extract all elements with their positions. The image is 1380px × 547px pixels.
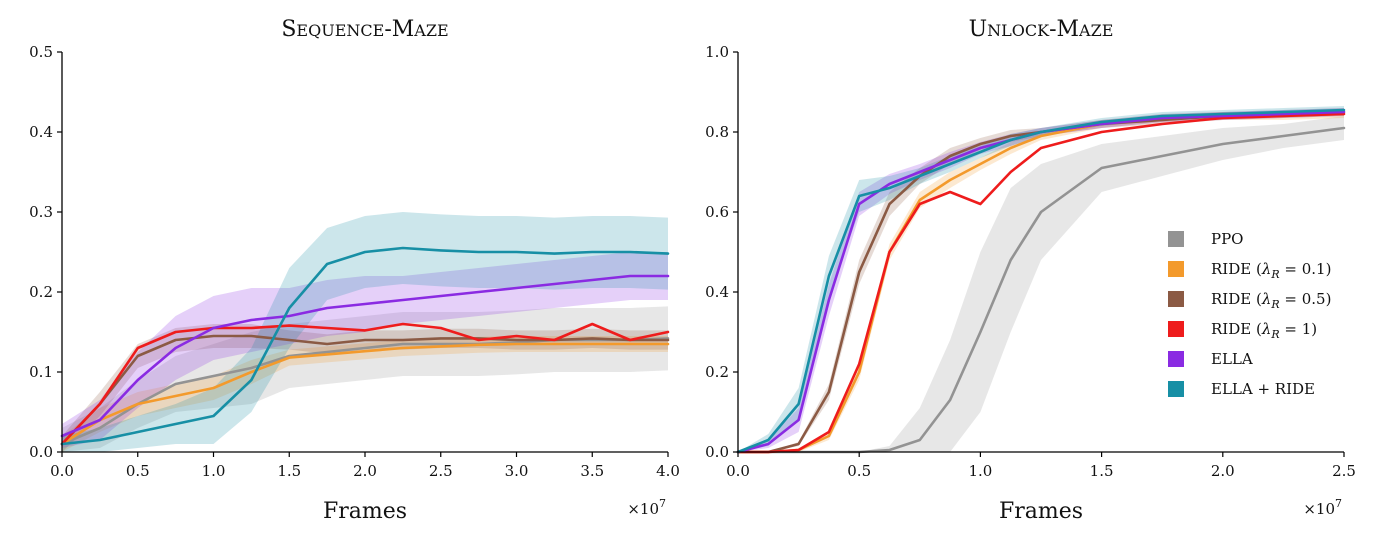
chart-sequence-maze: SEQUENCE-MAZE 0.0 0.5 1.0 1.5 2.0 2.5 3.0 3.5 4.0… [29, 17, 680, 524]
x-axis-label: Frames [323, 499, 407, 524]
line-ride-lambda-0-5 [60, 334, 670, 446]
y-tick-label: 0.8 [705, 123, 729, 141]
x-tick-label: 0.0 [726, 462, 750, 480]
series-lines [60, 246, 670, 446]
y-tick-label: 1.0 [705, 43, 729, 61]
x-tick-label: 4.0 [656, 462, 680, 480]
y-tick-label: 0.6 [705, 203, 729, 221]
band-ppo [738, 116, 1344, 452]
line-ride-lambda-1 [60, 322, 670, 446]
legend-swatch-ppo [1168, 231, 1184, 247]
y-tick-label: 0.4 [705, 283, 729, 301]
x-tick-label: 1.0 [968, 462, 992, 480]
legend-label-ride-lambda-1: RIDE (λR = 1) [1211, 320, 1317, 341]
y-tick-label: 0.5 [29, 43, 53, 61]
x-tick-label: 3.5 [580, 462, 604, 480]
band-ella [62, 252, 668, 448]
x-tick-label: 1.5 [277, 462, 301, 480]
x-tick-label: 0.5 [847, 462, 871, 480]
series-lines [736, 108, 1346, 454]
x-tick-label: 2.5 [429, 462, 453, 480]
y-tick-label: 0.0 [705, 443, 729, 461]
x-tick-label: 0.5 [126, 462, 150, 480]
x-tick-label: 1.5 [1090, 462, 1114, 480]
confidence-bands [62, 212, 668, 452]
band-ride-lambda-0-5 [738, 108, 1344, 452]
x-tick-label: 2.5 [1332, 462, 1356, 480]
legend-label-ride-lambda-0-5: RIDE (λR = 0.5) [1211, 290, 1331, 311]
line-ride-lambda-1 [736, 112, 1346, 454]
line-ella-ride [736, 108, 1346, 454]
legend-swatch-ride-lambda-0-5 [1168, 291, 1184, 307]
x-axis-multiplier: ×107 [1303, 497, 1342, 518]
chart-unlock-maze: UNLOCK-MAZE 0.0 0.5 1.0 1.5 2.0 2.5 0.0 0.2 0.4 0.… [705, 17, 1356, 524]
band-ella-ride [62, 212, 668, 452]
legend-swatch-ride-lambda-0-1 [1168, 261, 1184, 277]
y-tick-label: 0.0 [29, 443, 53, 461]
y-tick-label: 0.1 [29, 363, 53, 381]
x-tick-label: 2.0 [1211, 462, 1235, 480]
y-tick-label: 0.4 [29, 123, 53, 141]
confidence-bands [738, 106, 1344, 452]
band-ella-ride [738, 106, 1344, 452]
band-ella [738, 108, 1344, 452]
x-axis-multiplier: ×107 [627, 497, 666, 518]
band-ride-lambda-0-5 [62, 324, 668, 452]
legend-label-ride-lambda-0-1: RIDE (λR = 0.1) [1211, 260, 1331, 281]
y-tick-label: 0.2 [705, 363, 729, 381]
x-tick-label: 3.0 [505, 462, 529, 480]
legend-swatch-ella-ride [1168, 381, 1184, 397]
y-tick-label: 0.2 [29, 283, 53, 301]
legend: PPO RIDE (λR = 0.1) RIDE (λR = 0.5) RIDE (λ… [1168, 230, 1331, 398]
line-ride-lambda-0-1 [60, 342, 670, 446]
legend-swatch-ella [1168, 351, 1184, 367]
legend-label-ella-ride: ELLA + RIDE [1211, 380, 1315, 398]
legend-label-ppo: PPO [1211, 230, 1243, 248]
x-tick-label: 1.0 [202, 462, 226, 480]
x-tick-label: 2.0 [353, 462, 377, 480]
line-ella [736, 110, 1346, 454]
legend-swatch-ride-lambda-1 [1168, 321, 1184, 337]
line-ella-ride [60, 246, 670, 446]
line-ella [60, 274, 670, 438]
chart-title: SEQUENCE-MAZE [281, 17, 448, 42]
x-tick-label: 0.0 [50, 462, 74, 480]
y-tick-label: 0.3 [29, 203, 53, 221]
x-axis-label: Frames [999, 499, 1083, 524]
chart-title: UNLOCK-MAZE [969, 17, 1114, 42]
legend-label-ella: ELLA [1211, 350, 1253, 368]
